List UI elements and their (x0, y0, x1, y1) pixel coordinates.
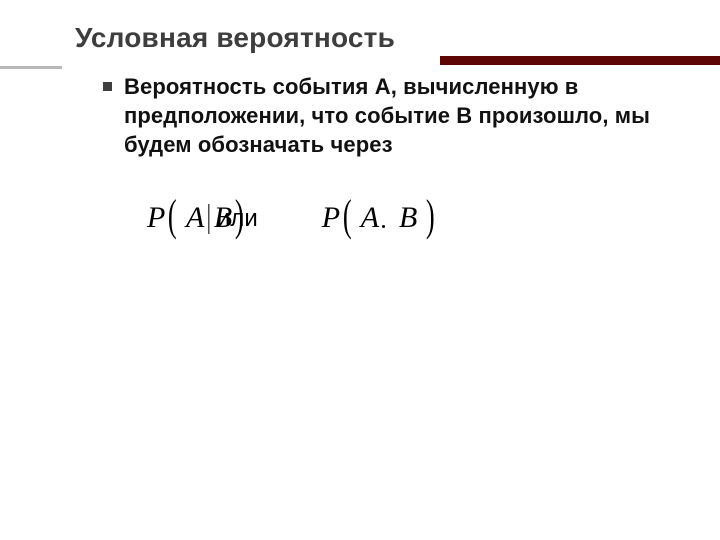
formula-A: A (186, 201, 204, 235)
left-accent-bar (0, 66, 62, 69)
slide-title: Условная вероятность (75, 22, 670, 54)
bullet-square-icon (103, 82, 112, 91)
formula-or: или (217, 205, 258, 233)
bullet-item: Вероятность события А, вычисленную в пре… (103, 72, 670, 159)
formula-P2: P (322, 201, 340, 235)
formula-p-a-dot-b: P ( A B ) (322, 201, 438, 235)
formula-P: P (147, 201, 165, 235)
slide: Условная вероятность Вероятность события… (0, 0, 720, 540)
formula-B2: B (399, 201, 417, 235)
bullet-text: Вероятность события А, вычисленную в пре… (124, 72, 670, 159)
formula-row: P ( A | B ) или P ( A B ) (75, 201, 670, 235)
title-accent-bar (440, 56, 720, 65)
formula-A2: A (361, 201, 379, 235)
bullet-block: Вероятность события А, вычисленную в пре… (75, 72, 670, 159)
dot-icon (382, 225, 385, 228)
title-row: Условная вероятность (75, 22, 670, 54)
